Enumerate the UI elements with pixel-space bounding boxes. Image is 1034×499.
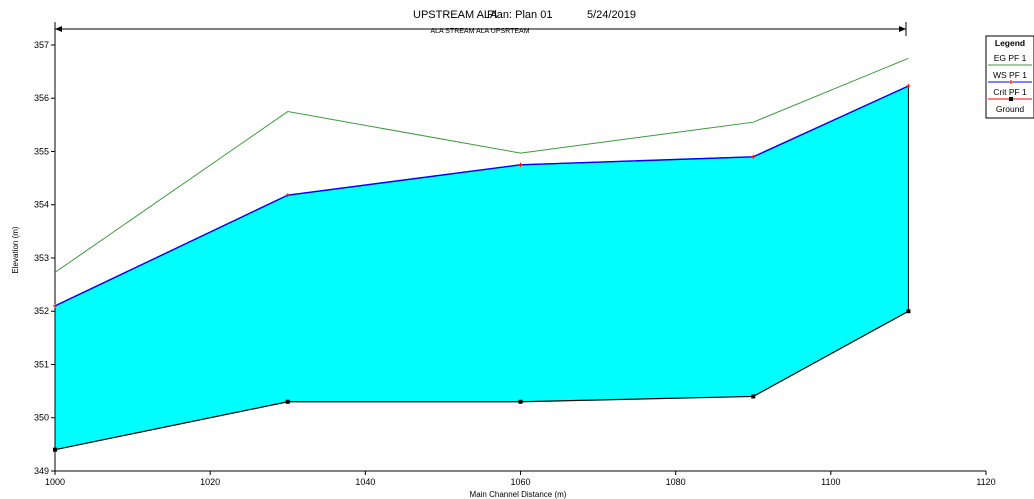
y-tick-label: 353 xyxy=(34,253,49,263)
legend-entry-label: Ground xyxy=(996,104,1025,114)
crit-point xyxy=(751,154,756,159)
plan-date: 5/24/2019 xyxy=(587,9,636,21)
series-layer xyxy=(53,57,911,452)
eg-line xyxy=(54,57,909,273)
legend-marker xyxy=(1009,97,1013,101)
y-tick-label: 356 xyxy=(34,93,49,103)
y-tick-label: 349 xyxy=(34,466,49,476)
legend-title: Legend xyxy=(995,38,1025,48)
x-axis-label: Main Channel Distance (m) xyxy=(470,490,567,499)
plan-label: Plan: Plan 01 xyxy=(487,9,552,21)
y-axis-label: Elevation (m) xyxy=(11,226,20,273)
ground-point xyxy=(53,447,57,452)
water-area-layer xyxy=(54,85,909,450)
y-tick-label: 357 xyxy=(34,40,49,50)
x-tick-label: 1000 xyxy=(45,477,65,487)
y-tick-label: 350 xyxy=(34,413,49,423)
legend-entry-label: EG PF 1 xyxy=(994,53,1027,63)
y-tick-label: 351 xyxy=(34,359,49,369)
crit-point xyxy=(53,303,57,308)
x-tick-label: 1120 xyxy=(976,477,995,487)
chart-title: UPSTREAM ALA xyxy=(413,9,498,21)
legend-items: EG PF 1 WS PF 1 Crit PF 1 Ground xyxy=(988,53,1032,114)
water-area xyxy=(55,85,909,450)
y-tick-label: 354 xyxy=(34,200,49,210)
x-tick-label: 1020 xyxy=(200,477,220,487)
reach-bracket xyxy=(54,22,907,36)
crit-point xyxy=(518,162,523,167)
legend-entry-label: Crit PF 1 xyxy=(993,87,1027,97)
y-ticks: 349 350 351 352 353 354 355 356 357 xyxy=(34,40,55,476)
ground-point xyxy=(518,399,523,404)
y-tick-label: 355 xyxy=(34,146,49,156)
ground-point xyxy=(751,394,756,399)
crit-point xyxy=(285,193,290,198)
y-tick-label: 352 xyxy=(34,306,49,316)
legend: Legend EG PF 1 WS PF 1 Crit PF 1 Ground xyxy=(985,35,1034,119)
reach-label: ALA STREAM ALA UPSRTEAM xyxy=(430,28,529,35)
crit-point xyxy=(906,83,911,88)
ground-point xyxy=(285,399,290,404)
x-tick-label: 1100 xyxy=(821,477,840,487)
x-tick-label: 1080 xyxy=(666,477,686,487)
ground-point xyxy=(906,309,911,314)
legend-marker xyxy=(1009,80,1013,84)
x-tick-label: 1060 xyxy=(510,477,530,487)
legend-entry-label: WS PF 1 xyxy=(993,70,1027,80)
x-ticks: 1000 1020 1040 1060 1080 1100 1120 xyxy=(45,471,996,487)
x-tick-label: 1040 xyxy=(355,477,375,487)
